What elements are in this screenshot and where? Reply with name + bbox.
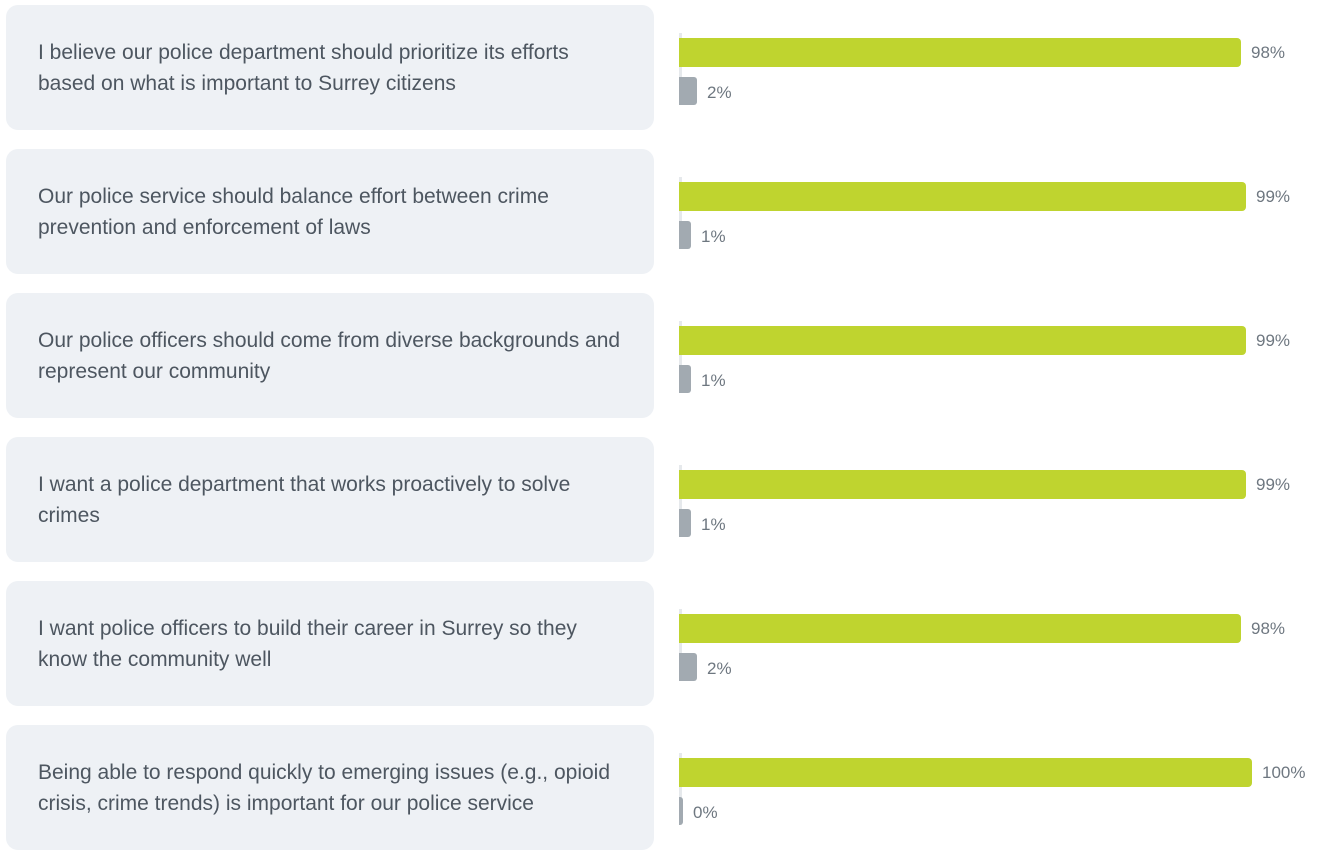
bar-baseline [679,465,682,533]
statement-card: Our police service should balance effort… [6,149,654,274]
statement-row: Our police service should balance effort… [0,149,1333,274]
bar-agree [679,470,1246,499]
category-label: I want a police department that works pr… [38,472,571,527]
bar-disagree [679,653,697,681]
bar-agree [679,326,1246,355]
category-label: Our police service should balance effort… [38,184,549,239]
data-label-agree: 99% [1256,331,1291,350]
category-label: Being able to respond quickly to emergin… [38,760,611,815]
bar-baseline [679,321,682,389]
statement-row: I want a police department that works pr… [0,437,1333,562]
bar-agree [679,38,1241,67]
bar-disagree [679,77,697,105]
statement-row: Being able to respond quickly to emergin… [0,725,1333,850]
bar-baseline [679,177,682,245]
data-label-agree: 99% [1256,475,1291,494]
data-label-agree: 98% [1251,43,1286,62]
statement-card: I want police officers to build their ca… [6,581,654,706]
category-label: I believe our police department should p… [38,40,569,95]
bar-agree [679,614,1241,643]
bar-agree [679,758,1252,787]
statement-card: I want a police department that works pr… [6,437,654,562]
statement-row: I believe our police department should p… [0,5,1333,130]
data-label-agree: 100% [1262,763,1306,782]
statement-card: Our police officers should come from div… [6,293,654,418]
data-label-agree: 98% [1251,619,1286,638]
data-label-disagree: 1% [701,227,726,246]
bar-disagree [679,509,691,537]
bar-disagree [679,365,691,393]
category-label: I want police officers to build their ca… [38,616,577,671]
data-label-disagree: 1% [701,515,726,534]
statement-row: Our police officers should come from div… [0,293,1333,418]
data-label-disagree: 0% [693,803,718,822]
bar-agree [679,182,1246,211]
bar-baseline [679,753,682,821]
bar-baseline [679,609,682,677]
category-label: Our police officers should come from div… [38,328,621,383]
data-label-agree: 99% [1256,187,1291,206]
data-label-disagree: 1% [701,371,726,390]
bar-disagree [679,797,683,825]
data-label-disagree: 2% [707,83,732,102]
bar-baseline [679,33,682,101]
data-label-disagree: 2% [707,659,732,678]
bar-disagree [679,221,691,249]
statement-card: Being able to respond quickly to emergin… [6,725,654,850]
statement-row: I want police officers to build their ca… [0,581,1333,706]
statement-card: I believe our police department should p… [6,5,654,130]
